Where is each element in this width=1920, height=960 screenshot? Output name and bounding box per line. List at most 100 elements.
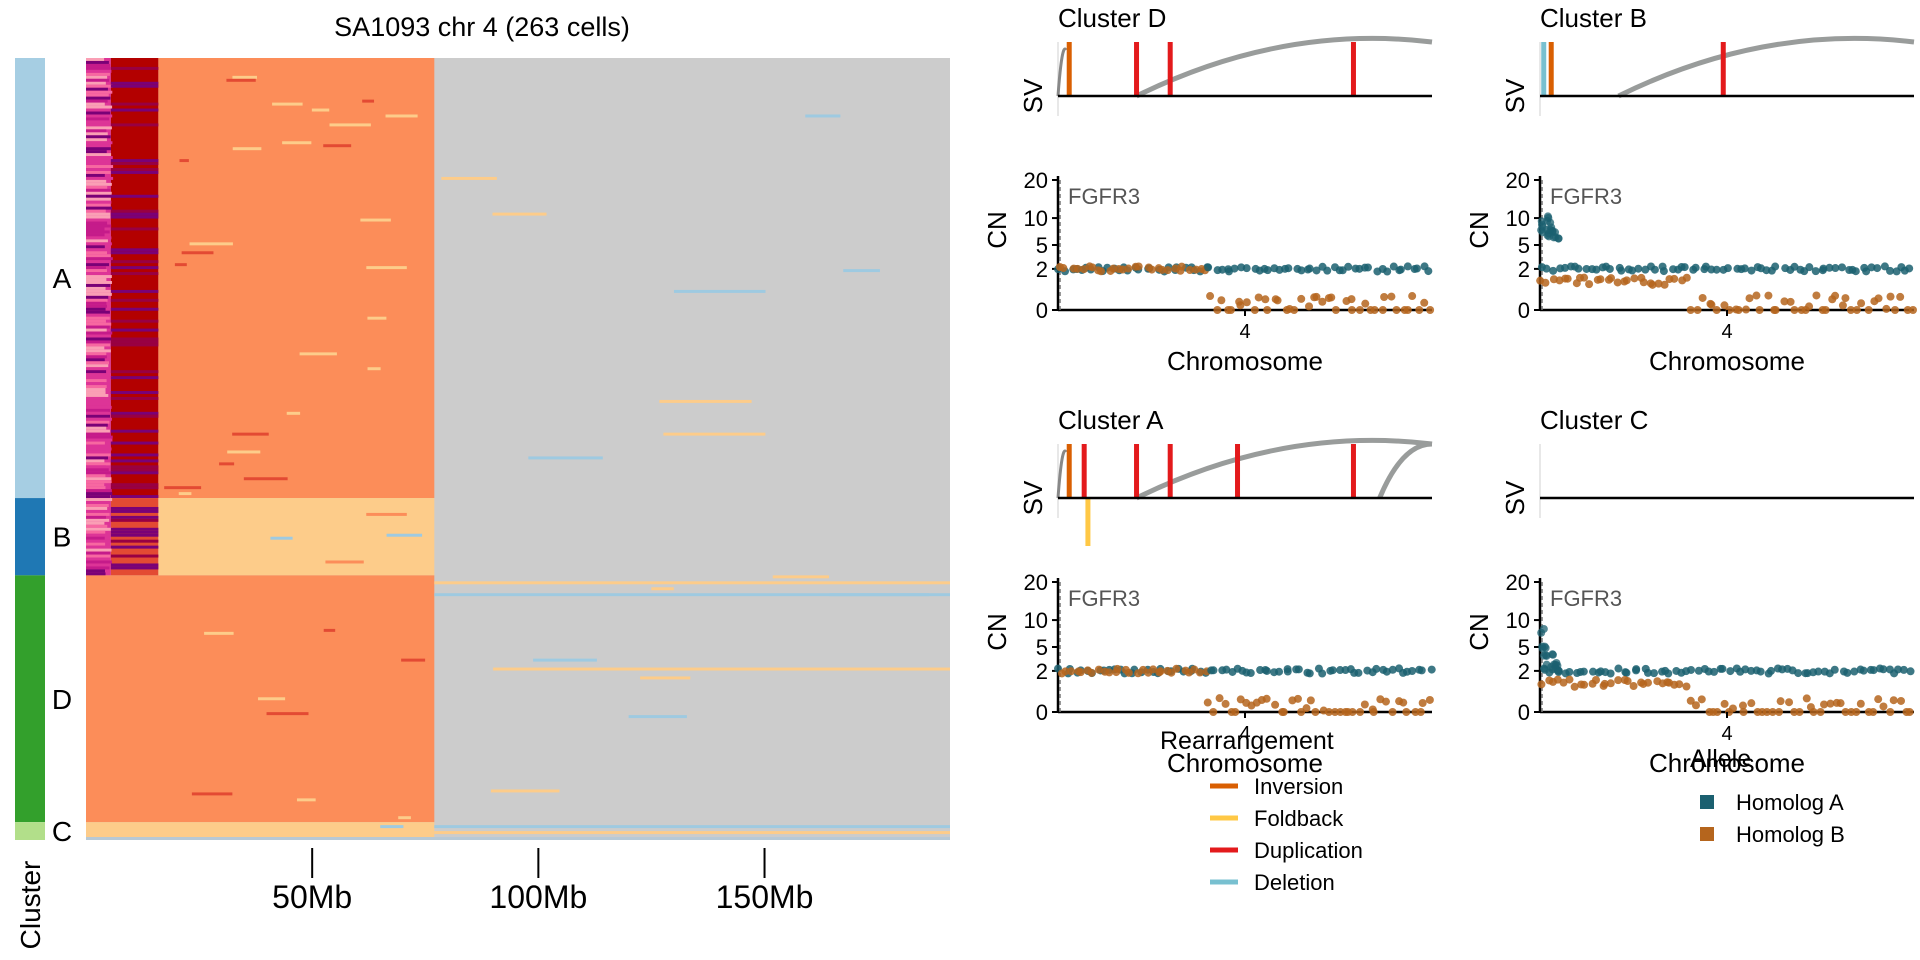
cn-point-homolog-a [1893,665,1902,674]
cell-segment [86,382,105,386]
cell-segment [86,233,105,237]
cell-segment [219,462,235,466]
cell-segment [86,545,107,549]
cn-point-homolog-b [1686,306,1695,314]
cn-point-homolog-a [1680,263,1689,272]
cn-point-homolog-b [1408,292,1417,301]
cn-point-homolog-b [1113,664,1122,673]
cell-segment [86,126,112,130]
cell-segment [86,393,109,397]
cell-segment [86,173,105,177]
cell-segment [86,515,106,519]
cn-point-homolog-b [1670,274,1679,283]
cell-segment [86,307,106,311]
cn-point-homolog-a [1305,264,1314,273]
cell-segment [110,319,159,323]
cell-segment [86,414,111,418]
cn-point-homolog-b [1236,301,1245,310]
cn-point-homolog-b [1734,306,1743,314]
cell-segment [86,346,105,350]
cell-segment [86,69,112,73]
cn-point-homolog-b [1739,708,1748,716]
cell-segment [86,123,109,127]
cell-segment [673,289,766,293]
cell-segment [86,340,111,344]
cell-segment [86,298,108,302]
cn-point-homolog-b [1231,708,1240,716]
cn-point-homolog-b [1297,294,1306,303]
cell-segment [86,501,110,505]
cn-point-homolog-b [1415,306,1424,314]
cn-point-homolog-a [1879,665,1888,674]
cell-segment [110,81,159,85]
cn-point-homolog-a [1548,665,1557,674]
cn-point-homolog-b [1195,668,1204,677]
cn-point-homolog-b [1067,667,1076,676]
cell-segment [86,150,107,154]
cell-segment [86,266,106,270]
cn-point-homolog-b [1271,700,1280,709]
cn-point-homolog-a [1838,263,1847,272]
cn-tick-label: 0 [1036,700,1048,725]
cn-tick-label: 10 [1024,206,1048,231]
cell-segment [86,310,110,314]
cell-segment [110,530,159,534]
cell-segment [86,554,111,558]
cell-segment [86,120,110,124]
cell-segment [386,533,423,537]
cell-segment [86,162,106,166]
cn-point-homolog-b [1370,306,1379,314]
cell-segment [110,298,159,302]
chrom-axis-label: Chromosome [1649,346,1805,376]
cell-segment [86,170,113,174]
cell-segment [86,93,109,97]
cell-segment [110,533,159,537]
cell-segment [110,162,159,166]
gene-label: FGFR3 [1550,184,1622,209]
cluster-label-C: C [52,816,72,847]
cell-segment [533,658,597,662]
cell-segment [86,194,113,198]
cell-segment [492,212,547,216]
cell-segment [110,102,159,106]
cn-point-homolog-b [1795,708,1804,716]
cell-segment [110,194,159,198]
cell-segment [86,111,111,115]
cell-segment [110,215,159,219]
cn-point-homolog-b [1812,291,1821,300]
cn-point-homolog-a [1767,666,1776,675]
cn-point-homolog-b [1660,280,1669,289]
cell-segment [86,521,105,525]
cell-segment [226,78,256,82]
cn-point-homolog-b [1707,300,1716,309]
cell-segment [86,289,112,293]
cn-point-homolog-b [1096,267,1105,276]
cell-segment [110,414,159,418]
cell-segment [86,316,110,320]
cell-band [493,667,950,671]
cell-segment [266,712,309,716]
cn-point-homolog-b [1209,708,1218,716]
cn-point-homolog-b [1836,699,1845,708]
cn-point-homolog-b [1124,668,1133,677]
cn-point-homolog-b [1279,708,1288,716]
cell-segment [86,426,107,430]
cell-segment [110,376,159,380]
cell-segment [86,331,113,335]
cell-segment [272,102,303,106]
cell-segment [86,245,105,249]
cell-segment [663,432,766,436]
cn-point-homolog-b [1585,280,1594,289]
cn-point-homolog-b [1242,298,1251,307]
cell-segment [86,102,105,106]
cell-segment [86,212,111,216]
cn-point-homolog-a [1546,225,1555,234]
cell-segment [86,75,108,79]
cn-point-homolog-b [1747,699,1756,708]
cn-point-homolog-b [1698,293,1707,302]
cn-point-homolog-b [1614,676,1623,685]
cell-segment [401,658,426,662]
cell-segment [86,524,108,528]
cell-heatmap: A B D C 50Mb 100Mb 150Mb [15,58,950,915]
cell-segment [86,242,112,246]
